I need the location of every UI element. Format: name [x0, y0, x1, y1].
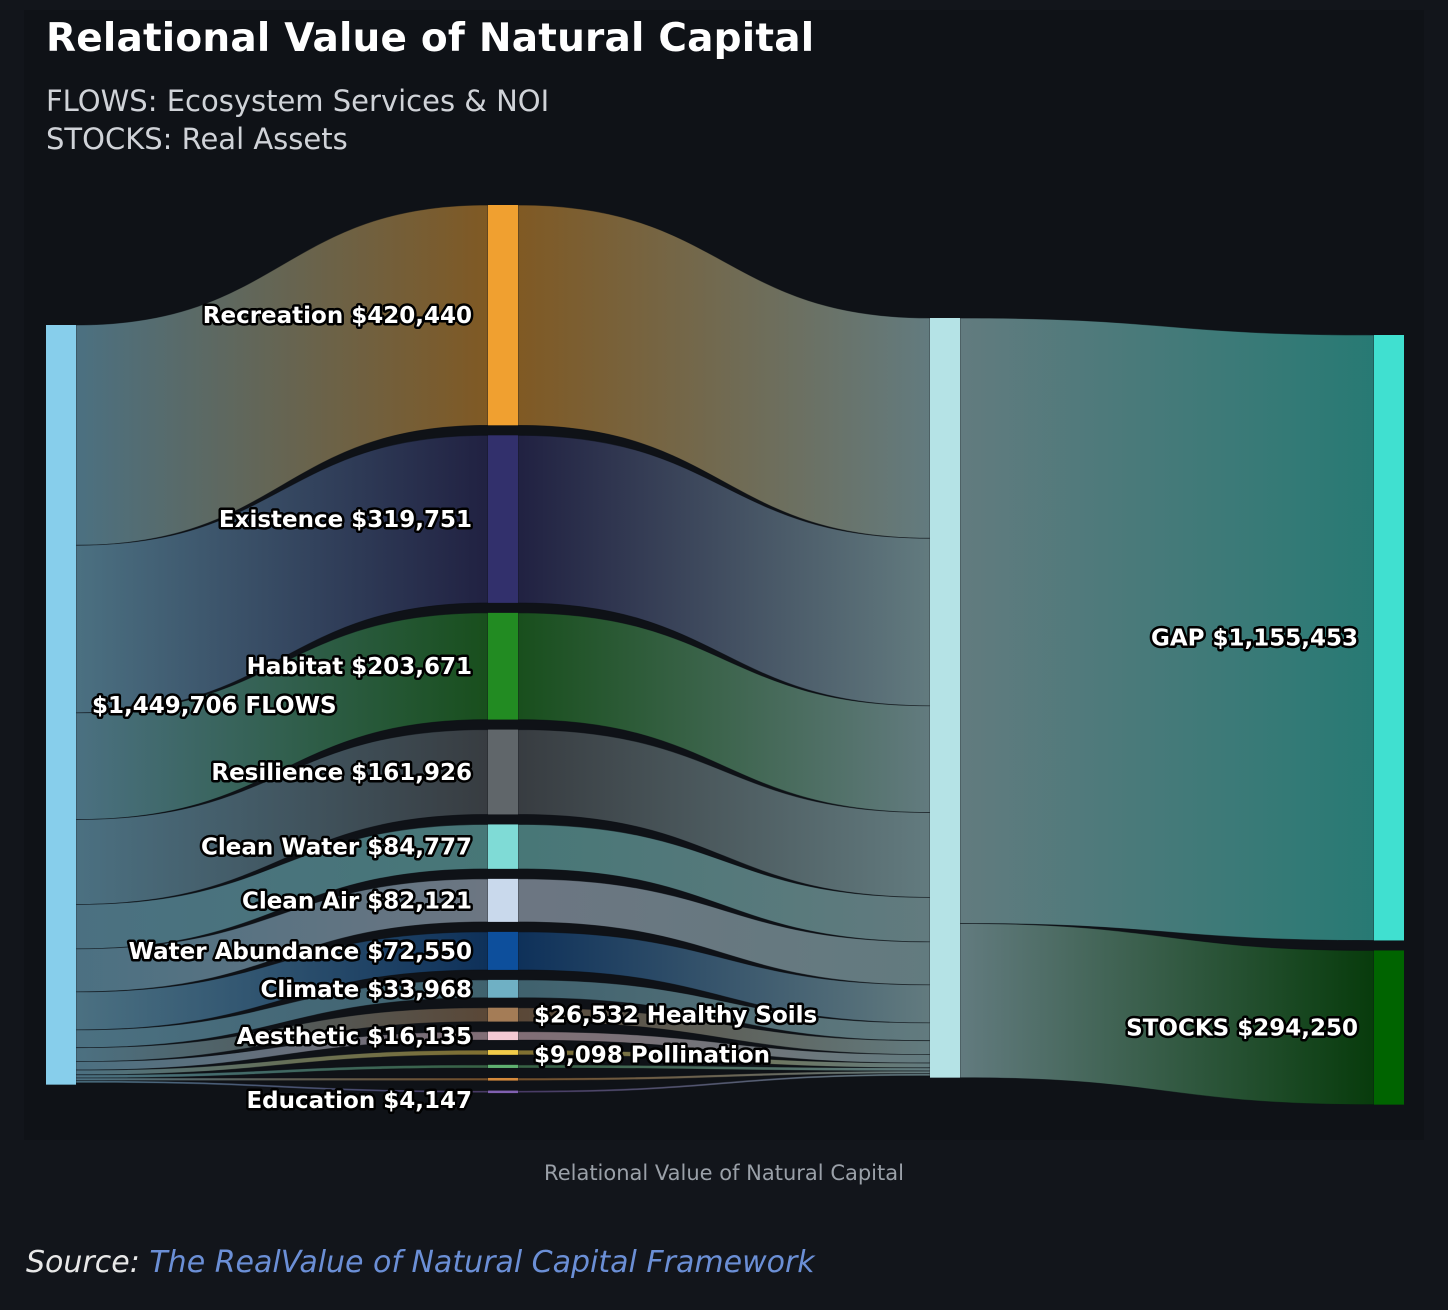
chart-title: Relational Value of Natural Capital	[46, 16, 815, 61]
label-stocks: STOCKS $294,250	[1126, 1016, 1358, 1042]
sankey-diagram: $1,449,706 FLOWS Recreation $420,440 Exist…	[46, 204, 1404, 1117]
node-stocks[interactable]	[1374, 950, 1404, 1105]
node-climate[interactable]	[488, 979, 518, 998]
link-flows-to-water_abundance[interactable]	[75, 931, 489, 1031]
label-recreation: Recreation $420,440	[203, 303, 472, 329]
node-flows[interactable]	[46, 325, 76, 1085]
nodes-layer	[46, 205, 1404, 1105]
link-flows-to-habitat[interactable]	[75, 612, 489, 820]
label-aesthetic: Aesthetic $16,135	[237, 1024, 472, 1050]
node-education[interactable]	[488, 1090, 518, 1094]
label-resilience: Resilience $161,926	[211, 760, 472, 786]
link-flows-to-pollination[interactable]	[75, 1049, 489, 1076]
node-clean_water[interactable]	[488, 824, 518, 869]
node-resilience[interactable]	[488, 729, 518, 815]
source-link[interactable]: The RealValue of Natural Capital Framewo…	[149, 1245, 815, 1280]
label-existence: Existence $319,751	[219, 507, 472, 533]
source-line: Source: The RealValue of Natural Capital…	[26, 1245, 815, 1280]
label-water_abundance: Water Abundance $72,550	[129, 939, 472, 965]
link-flows-to-climate[interactable]	[75, 979, 489, 1049]
label-flows: $1,449,706 FLOWS	[92, 693, 337, 719]
node-clean_air[interactable]	[488, 878, 518, 922]
node-pollination[interactable]	[488, 1050, 518, 1055]
label-gap: GAP $1,155,453	[1151, 626, 1358, 652]
chart-caption: Relational Value of Natural Capital	[544, 1161, 904, 1185]
label-habitat: Habitat $203,671	[247, 654, 472, 680]
source-label: Source:	[26, 1245, 140, 1280]
link-flows-to-unlabeled_orange[interactable]	[75, 1077, 489, 1081]
node-gap[interactable]	[1374, 335, 1404, 941]
link-flows-to-resilience[interactable]	[75, 729, 489, 905]
node-habitat[interactable]	[488, 612, 518, 720]
node-existence[interactable]	[488, 435, 518, 603]
node-unlabeled_green[interactable]	[488, 1064, 518, 1068]
node-healthy_soils[interactable]	[488, 1007, 518, 1022]
labels-layer: $1,449,706 FLOWS Recreation $420,440 Exist…	[90, 301, 1361, 1117]
link-flows-to-recreation[interactable]	[75, 204, 489, 546]
node-recreation[interactable]	[488, 205, 518, 426]
link-flows-to-healthy_soils[interactable]	[75, 1007, 489, 1063]
node-total[interactable]	[930, 318, 960, 1078]
link-total-to-stocks[interactable]	[959, 923, 1375, 1106]
label-clean_water: Clean Water $84,777	[201, 835, 472, 861]
label-healthy_soils: $26,532 Healthy Soils	[534, 1003, 817, 1029]
label-pollination: $9,098 Pollination	[534, 1042, 770, 1068]
links-layer	[75, 204, 1375, 1106]
node-unlabeled_orange[interactable]	[488, 1077, 518, 1081]
node-water_abundance[interactable]	[488, 931, 518, 970]
node-aesthetic[interactable]	[488, 1031, 518, 1041]
subtitle-flows: FLOWS: Ecosystem Services & NOI	[46, 84, 550, 118]
subtitle-stocks: STOCKS: Real Assets	[46, 122, 348, 156]
label-climate: Climate $33,968	[261, 977, 473, 1003]
label-clean_air: Clean Air $82,121	[242, 888, 472, 914]
label-education: Education $4,147	[246, 1088, 472, 1114]
